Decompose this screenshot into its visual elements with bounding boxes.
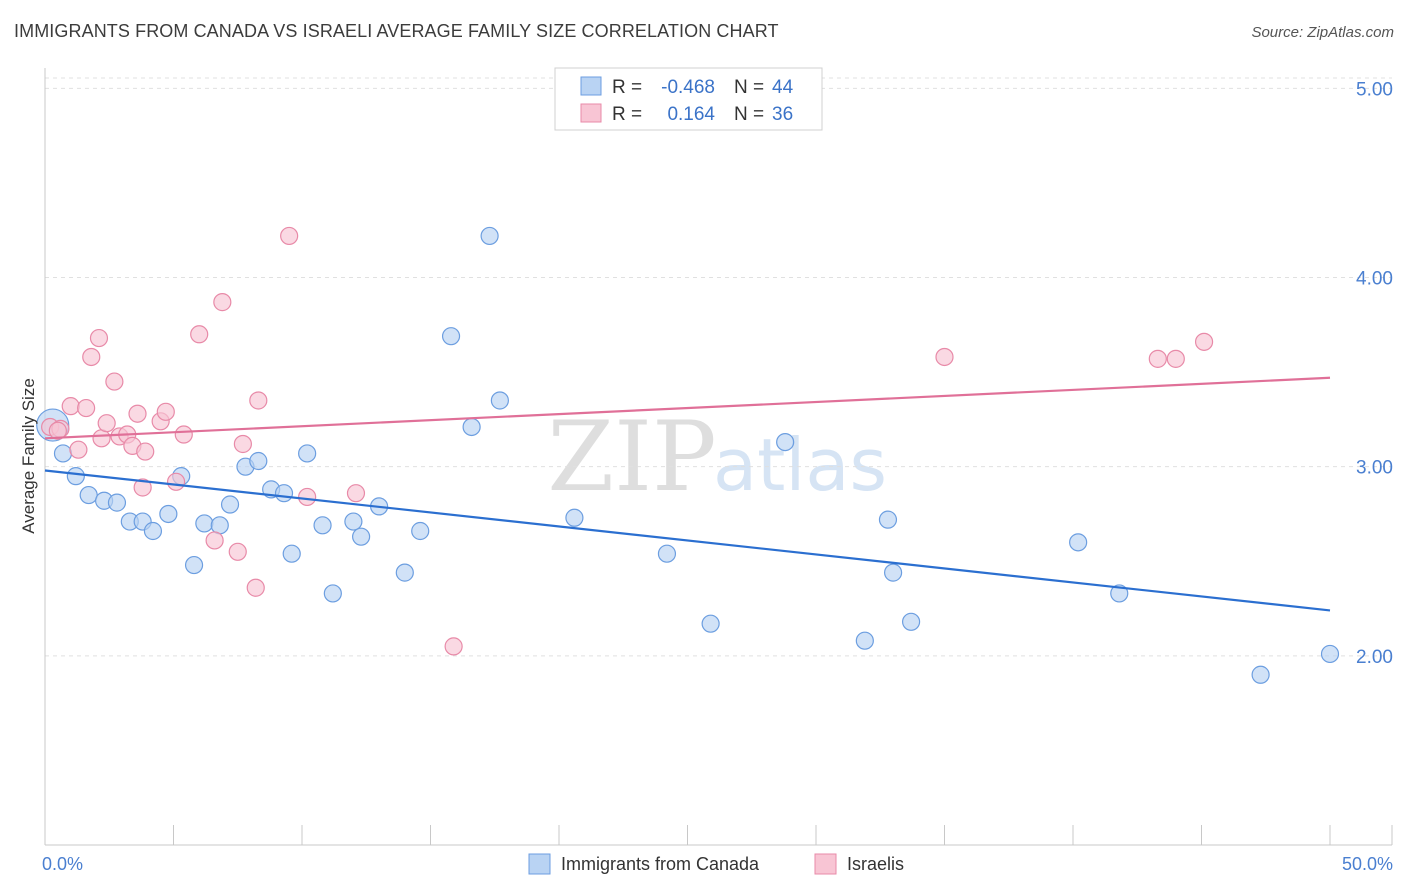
legend-n-label-2: N = <box>734 104 764 125</box>
y-tick-label: 5.00 <box>1356 79 1393 100</box>
legend-n-value-2: 36 <box>772 104 793 125</box>
legend-r-label-1: R = <box>612 77 642 98</box>
legend-r-label-2: R = <box>612 104 642 125</box>
point-canada <box>883 563 903 582</box>
source-label: Source: ZipAtlas.com <box>1251 24 1394 41</box>
point-israelis <box>82 347 101 367</box>
point-israelis <box>246 578 265 597</box>
trend-line-israelis <box>44 376 1331 440</box>
point-canada <box>66 467 85 486</box>
point-canada <box>79 485 98 505</box>
point-canada <box>323 584 342 603</box>
point-canada <box>1069 533 1088 552</box>
point-israelis <box>280 226 299 246</box>
point-canada <box>462 417 481 437</box>
point-canada <box>298 444 317 463</box>
legend-swatch-blue <box>580 76 602 96</box>
point-israelis <box>69 440 88 459</box>
y-tick-label: 3.00 <box>1356 458 1393 479</box>
point-canada <box>776 432 795 452</box>
point-israelis <box>205 531 224 550</box>
point-canada <box>855 631 874 650</box>
point-canada <box>274 484 294 503</box>
point-israelis <box>61 397 80 416</box>
bottom-legend-label-israelis: Israelis <box>847 854 904 874</box>
point-canada <box>441 327 461 346</box>
point-israelis <box>128 404 147 423</box>
y-tick-label: 4.00 <box>1356 269 1393 290</box>
point-canada <box>352 527 371 546</box>
point-canada <box>701 614 720 633</box>
legend-swatch-pink <box>580 103 602 123</box>
point-israelis <box>89 328 109 348</box>
point-canada <box>657 544 677 563</box>
point-canada <box>143 521 163 541</box>
y-tick-label: 2.00 <box>1356 647 1393 668</box>
legend-r-value-1: -0.468 <box>661 77 715 98</box>
point-israelis <box>105 372 124 391</box>
legend-r-value-2: 0.164 <box>667 104 715 125</box>
point-israelis <box>1148 349 1167 368</box>
point-israelis <box>935 347 954 367</box>
y-axis-label: Average Family Size <box>19 378 38 534</box>
point-israelis <box>77 398 96 418</box>
point-israelis <box>213 293 232 312</box>
x-tick-label-min: 0.0% <box>42 854 83 874</box>
point-israelis <box>166 472 186 491</box>
point-israelis <box>1166 349 1185 368</box>
watermark-atlas: atlas <box>713 423 887 507</box>
point-israelis <box>136 442 155 461</box>
point-canada <box>411 521 430 541</box>
series-legend: Immigrants from Canada Israelis <box>528 853 904 875</box>
point-israelis <box>174 425 193 444</box>
point-israelis <box>298 487 317 507</box>
point-canada <box>344 512 363 531</box>
point-canada <box>1110 584 1129 603</box>
bottom-legend-swatch-blue <box>528 853 551 875</box>
point-israelis <box>249 391 268 410</box>
point-canada <box>1320 644 1340 664</box>
point-israelis <box>97 414 116 433</box>
point-canada <box>395 563 414 582</box>
point-canada <box>282 544 301 563</box>
point-canada <box>249 451 268 471</box>
point-israelis <box>444 637 463 656</box>
point-israelis <box>190 325 209 344</box>
point-canada <box>313 516 332 535</box>
point-canada <box>159 504 178 524</box>
point-canada <box>210 516 229 535</box>
chart-title: IMMIGRANTS FROM CANADA VS ISRAELI AVERAG… <box>14 21 779 41</box>
watermark-zip: ZIP <box>547 401 716 513</box>
correlation-legend: R = -0.468 N = 44 R = 0.164 N = 36 <box>554 67 823 131</box>
point-israelis <box>92 429 111 448</box>
point-israelis <box>133 478 152 497</box>
point-canada <box>195 514 214 533</box>
point-canada <box>1251 665 1270 684</box>
point-canada <box>901 612 921 631</box>
trend-line-canada <box>44 469 1331 612</box>
point-israelis <box>233 434 252 454</box>
point-israelis <box>228 542 247 561</box>
bottom-legend-label-canada: Immigrants from Canada <box>561 854 760 874</box>
point-canada <box>184 555 204 575</box>
point-israelis <box>346 484 366 503</box>
point-canada <box>53 444 73 463</box>
point-canada <box>565 508 584 527</box>
point-canada <box>220 495 240 514</box>
point-israelis <box>1194 332 1214 351</box>
point-israelis <box>156 402 175 421</box>
point-canada <box>107 493 127 512</box>
legend-n-value-1: 44 <box>772 77 794 98</box>
point-israelis <box>48 421 67 440</box>
x-tick-label-max: 50.0% <box>1342 854 1393 874</box>
bottom-legend-swatch-pink <box>814 853 837 875</box>
legend-n-label-1: N = <box>734 77 764 98</box>
point-canada <box>878 510 898 529</box>
point-canada <box>490 391 509 410</box>
point-canada <box>480 226 499 246</box>
